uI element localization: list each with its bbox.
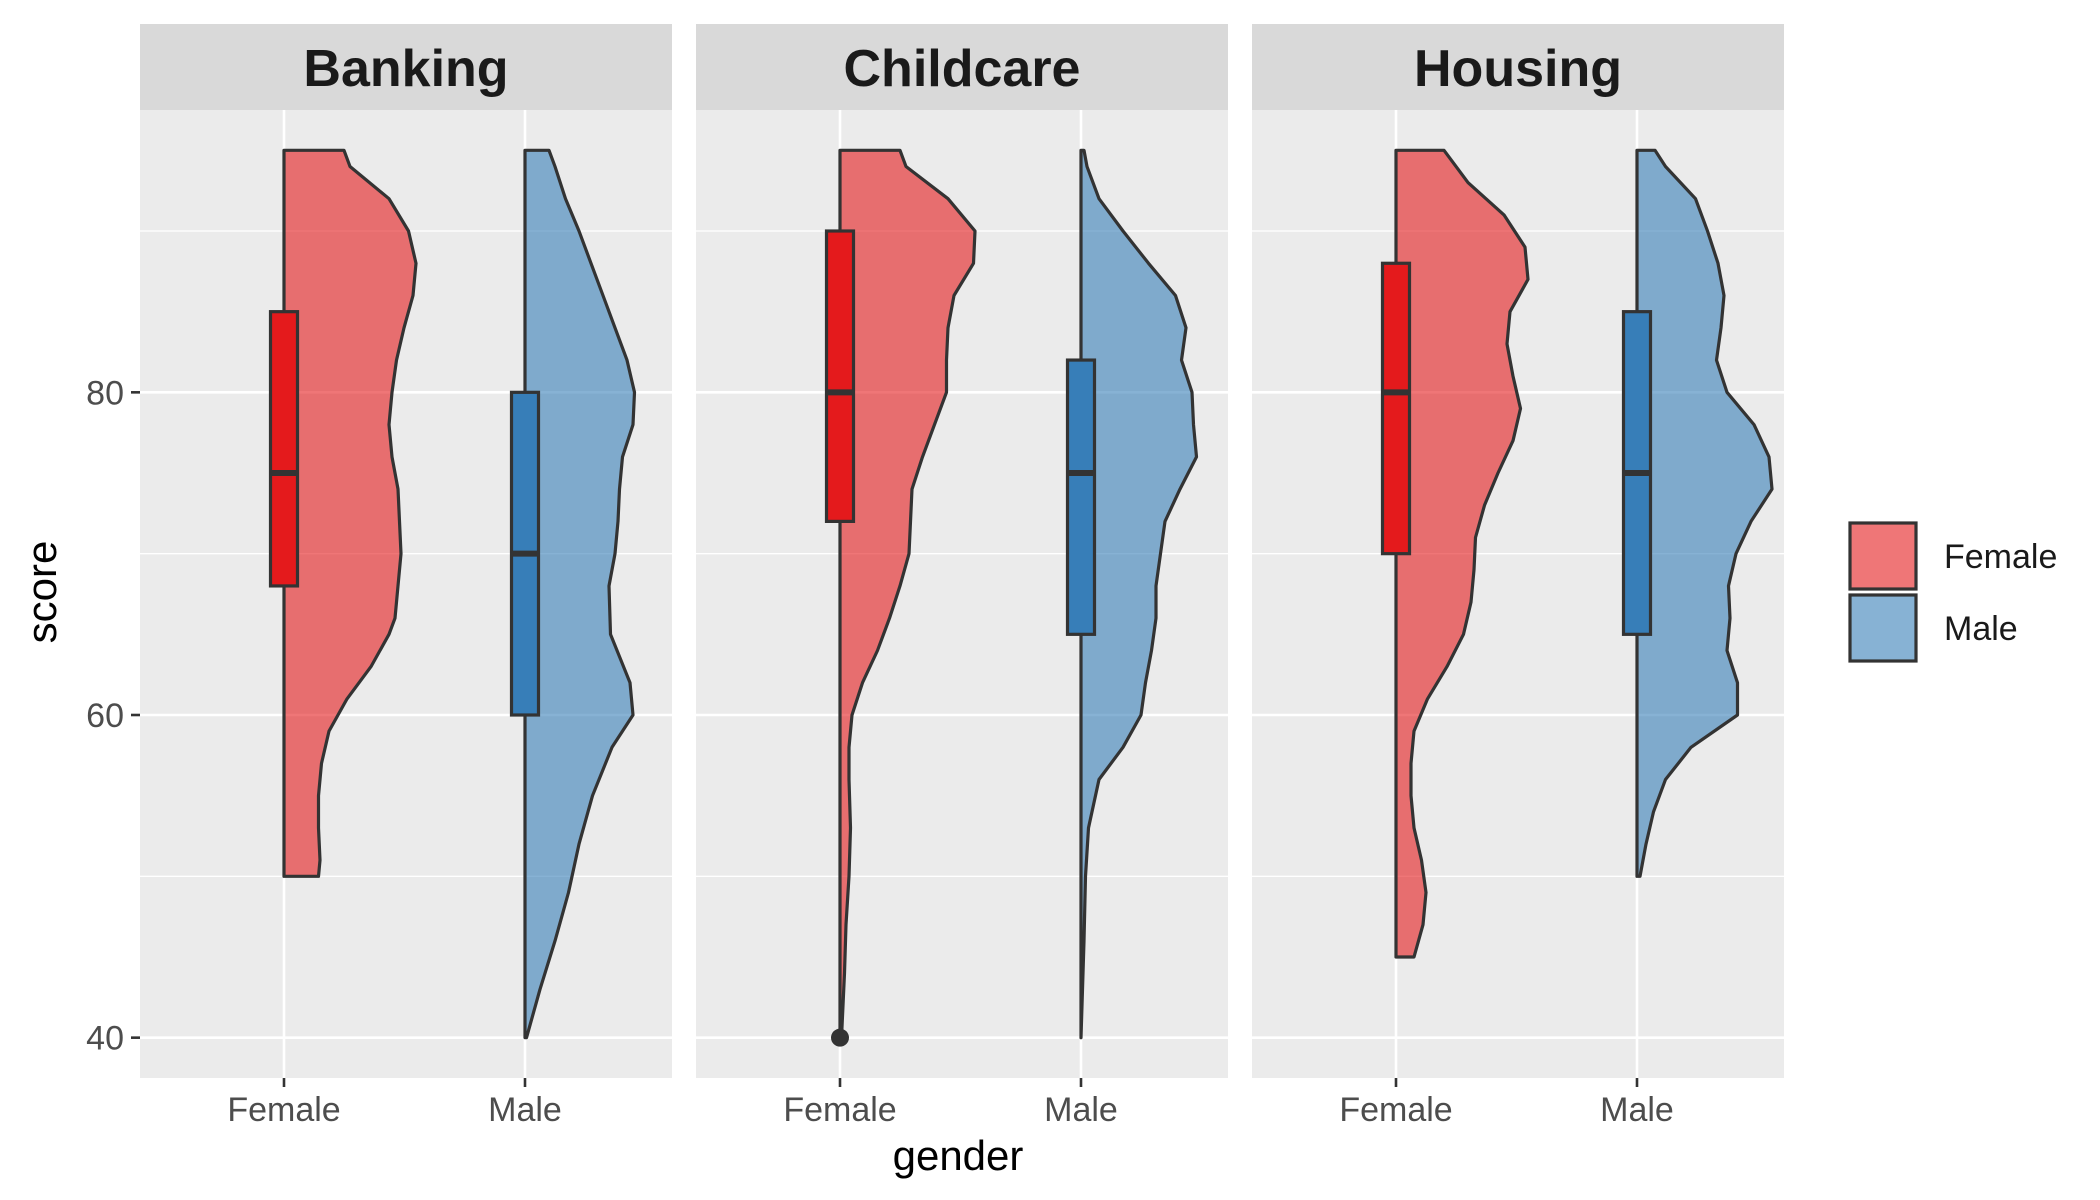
legend-label: Male bbox=[1944, 610, 2018, 648]
legend-key bbox=[1848, 593, 1918, 663]
x-tick-label: Male bbox=[1600, 1091, 1674, 1129]
group-childcare-male bbox=[1065, 148, 1199, 1040]
outlier-point bbox=[831, 1028, 849, 1047]
violin-half bbox=[1635, 148, 1774, 878]
y-axis-title: score bbox=[18, 541, 65, 644]
legend-item-male: Male bbox=[1848, 593, 2018, 663]
x-tick-label: Female bbox=[1339, 1091, 1452, 1129]
x-axis: Female Male Female Male Female Male bbox=[227, 1078, 1674, 1129]
panel-strip bbox=[140, 24, 672, 110]
panel-title: Banking bbox=[303, 40, 508, 98]
panel-banking: Banking bbox=[140, 24, 672, 1078]
y-tick-label: 40 bbox=[86, 1020, 124, 1058]
group-housing-male bbox=[1621, 148, 1774, 878]
group-childcare-female bbox=[824, 148, 977, 1047]
box bbox=[268, 310, 300, 588]
box bbox=[1380, 261, 1412, 556]
x-tick-label: Female bbox=[227, 1091, 340, 1129]
x-axis-title: gender bbox=[893, 1132, 1024, 1179]
violin-half bbox=[282, 148, 418, 878]
y-tick-label: 80 bbox=[86, 374, 124, 412]
violin-half bbox=[1079, 148, 1199, 1040]
x-tick-label: Male bbox=[1044, 1091, 1118, 1129]
x-tick-label: Female bbox=[783, 1091, 896, 1129]
legend: Female Male bbox=[1848, 521, 2057, 663]
legend-item-female: Female bbox=[1848, 521, 2057, 591]
panel-housing: Housing bbox=[1252, 24, 1784, 1078]
y-axis: 40 60 80 bbox=[86, 374, 140, 1058]
group-housing-female bbox=[1380, 148, 1530, 959]
panel-title: Housing bbox=[1414, 40, 1622, 98]
panel-strip bbox=[1252, 24, 1784, 110]
panels-layer: Banking Childcare Housing bbox=[140, 24, 1784, 1078]
legend-key bbox=[1848, 521, 1918, 591]
group-banking-female bbox=[268, 148, 418, 878]
violin-half bbox=[523, 148, 637, 1040]
panel-childcare: Childcare bbox=[696, 24, 1228, 1078]
legend-label: Female bbox=[1944, 538, 2057, 576]
y-tick-label: 60 bbox=[86, 697, 124, 735]
x-tick-label: Male bbox=[488, 1091, 562, 1129]
panel-title: Childcare bbox=[844, 40, 1081, 98]
violin-half bbox=[838, 148, 977, 1040]
box bbox=[824, 229, 856, 523]
group-banking-male bbox=[509, 148, 637, 1040]
violin-half bbox=[1394, 148, 1530, 959]
box bbox=[1065, 358, 1097, 636]
panel-strip bbox=[696, 24, 1228, 110]
